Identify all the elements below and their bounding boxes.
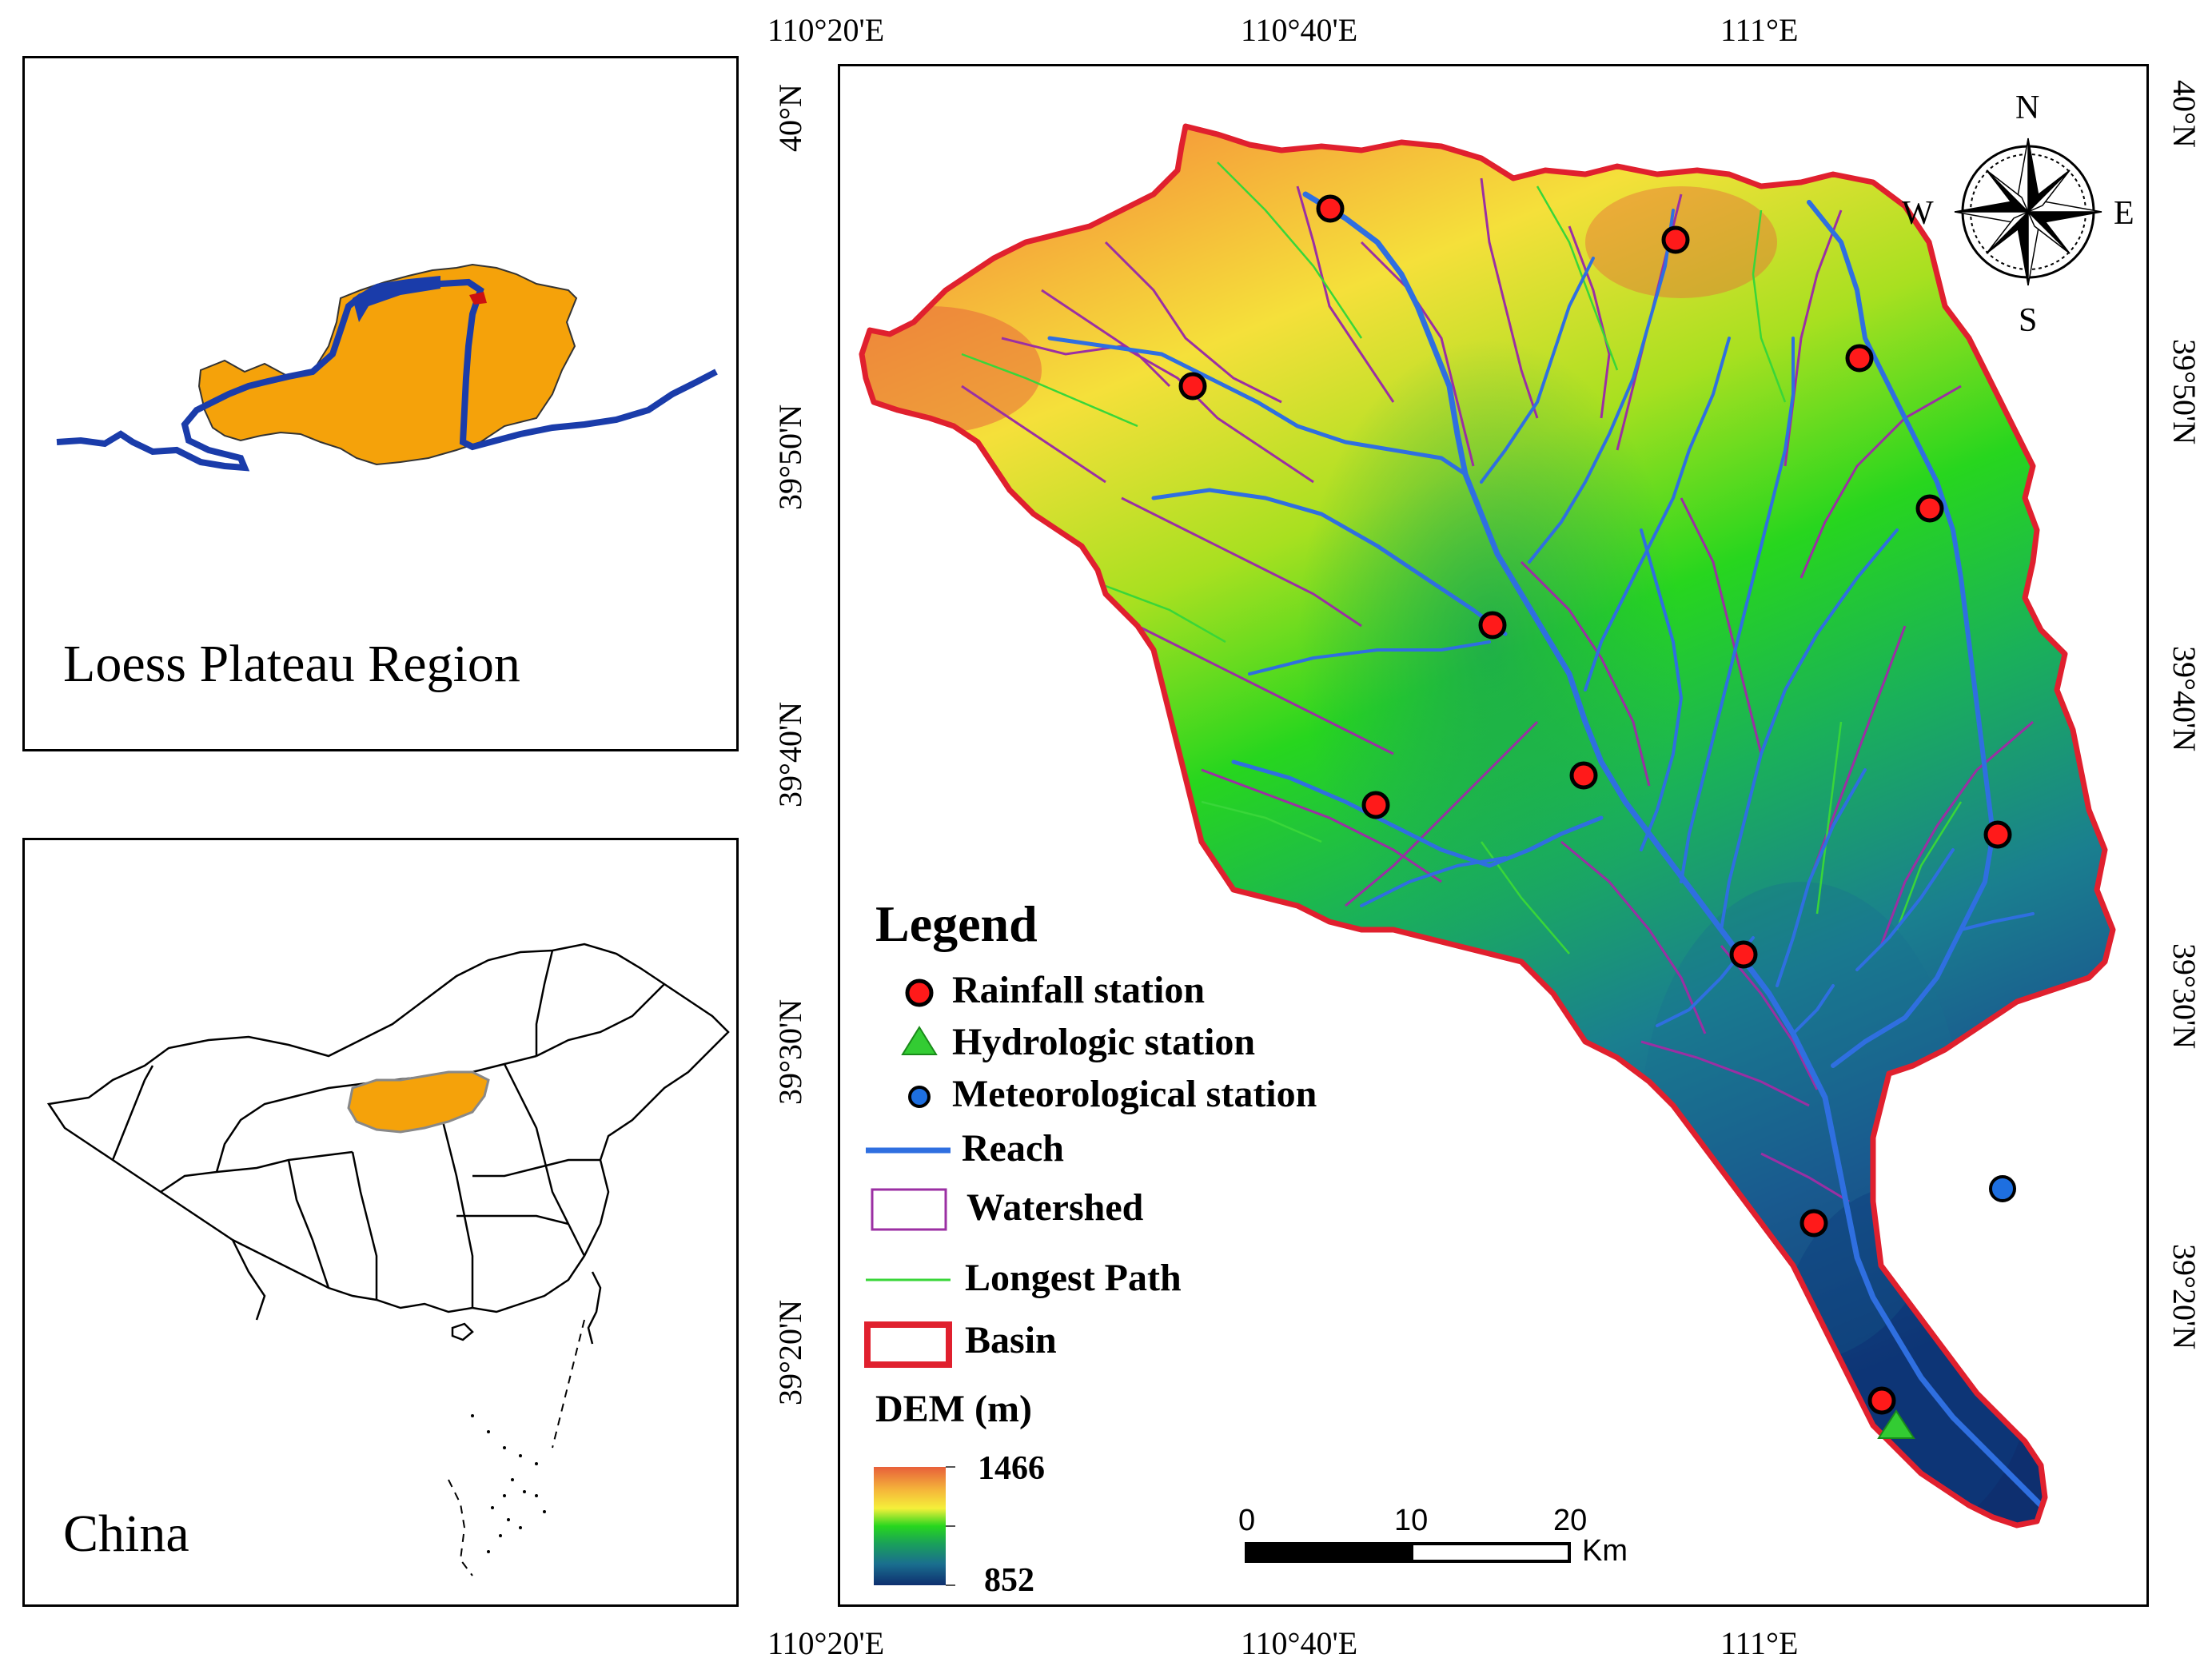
dem-ramp — [874, 1466, 955, 1586]
scale-bar — [1245, 1542, 1571, 1563]
loess-plateau-label: Loess Plateau Region — [63, 635, 520, 693]
rainfall-stations — [1178, 194, 2012, 1415]
lon-label-top-1: 110°20'E — [767, 12, 885, 48]
compass-n: N — [2015, 90, 2040, 126]
lat-label-right-1: 40°N — [2166, 80, 2202, 148]
study-basin-marker — [469, 292, 487, 305]
china-outline — [46, 943, 730, 1313]
main-map-frame: N S W E 0 10 20 Km Legend Rainfall stati… — [838, 64, 2149, 1607]
legend-symbols — [864, 978, 952, 1368]
china-map — [46, 943, 730, 1576]
legend-watershed: Watershed — [967, 1186, 1144, 1229]
rainfall-station — [1867, 1386, 1896, 1415]
meteorological-station — [1989, 1175, 2016, 1202]
lon-label-bottom-2: 110°40'E — [1241, 1625, 1358, 1661]
river-blob — [353, 276, 440, 322]
watershed-boundaries — [961, 177, 2034, 1203]
river-reaches — [1047, 191, 2044, 1509]
loess-plateau-region-shape — [197, 263, 578, 466]
legend-meteorological: Meteorological station — [952, 1073, 1317, 1115]
lat-label-left-4: 39°30'N — [772, 998, 808, 1105]
rainfall-station — [1799, 1209, 1828, 1238]
rainfall-station — [1178, 372, 1207, 401]
legend-hydrologic: Hydrologic station — [952, 1021, 1256, 1063]
dem-min: 852 — [984, 1562, 1034, 1599]
rainfall-station — [1361, 791, 1390, 819]
rainfall-station — [1915, 494, 1944, 523]
loess-plateau-highlight — [347, 1070, 490, 1134]
compass-rose — [1954, 138, 2102, 286]
yellow-river-line — [56, 278, 718, 472]
hydrologic-station — [1877, 1409, 1915, 1439]
basin-map — [859, 123, 2116, 1586]
loess-plateau-inset: Loess Plateau Region — [22, 56, 739, 751]
lat-label-right-4: 39°30'N — [2166, 943, 2202, 1050]
hainan-island — [451, 1322, 474, 1341]
rainfall-station — [1729, 940, 1758, 969]
scale-unit: Km — [1582, 1534, 1628, 1568]
legend-title: Legend — [875, 895, 1038, 952]
rainfall-station — [1316, 194, 1345, 223]
lat-label-right-3: 39°40'N — [2166, 646, 2202, 752]
loess-plateau-map — [56, 263, 718, 472]
rainfall-station — [1478, 611, 1507, 640]
lat-label-right-2: 39°50'N — [2166, 339, 2202, 445]
rainfall-station — [1569, 761, 1598, 790]
lat-label-left-2: 39°50'N — [772, 404, 808, 510]
compass-w: W — [1902, 195, 1934, 232]
lon-label-bottom-1: 110°20'E — [767, 1625, 885, 1661]
lat-label-right-5: 39°20'N — [2166, 1244, 2202, 1350]
lon-label-bottom-3: 111°E — [1720, 1625, 1799, 1661]
lon-label-top-2: 110°40'E — [1241, 12, 1358, 48]
rainfall-station — [1983, 820, 2012, 849]
legend-rainfall: Rainfall station — [952, 969, 1206, 1011]
compass-s: S — [2019, 302, 2038, 339]
scale-tick-0: 0 — [1238, 1504, 1256, 1537]
china-label: China — [63, 1505, 189, 1563]
legend-reach: Reach — [962, 1127, 1064, 1170]
lat-label-left-5: 39°20'N — [772, 1299, 808, 1405]
lat-label-left-1: 40°N — [772, 84, 808, 152]
compass-e: E — [2114, 195, 2134, 232]
dem-max: 1466 — [978, 1450, 1045, 1487]
basin-boundary — [859, 123, 2116, 1529]
legend-longest-path: Longest Path — [965, 1257, 1182, 1299]
lat-label-left-3: 39°40'N — [772, 701, 808, 807]
lon-label-top-3: 111°E — [1720, 12, 1799, 48]
rainfall-station — [1845, 344, 1874, 373]
rainfall-station — [1661, 225, 1690, 254]
scale-tick-20: 20 — [1553, 1504, 1588, 1537]
china-inset: China — [22, 838, 739, 1607]
legend-basin: Basin — [965, 1319, 1057, 1361]
scale-tick-10: 10 — [1394, 1504, 1429, 1537]
dem-title: DEM (m) — [875, 1388, 1032, 1430]
